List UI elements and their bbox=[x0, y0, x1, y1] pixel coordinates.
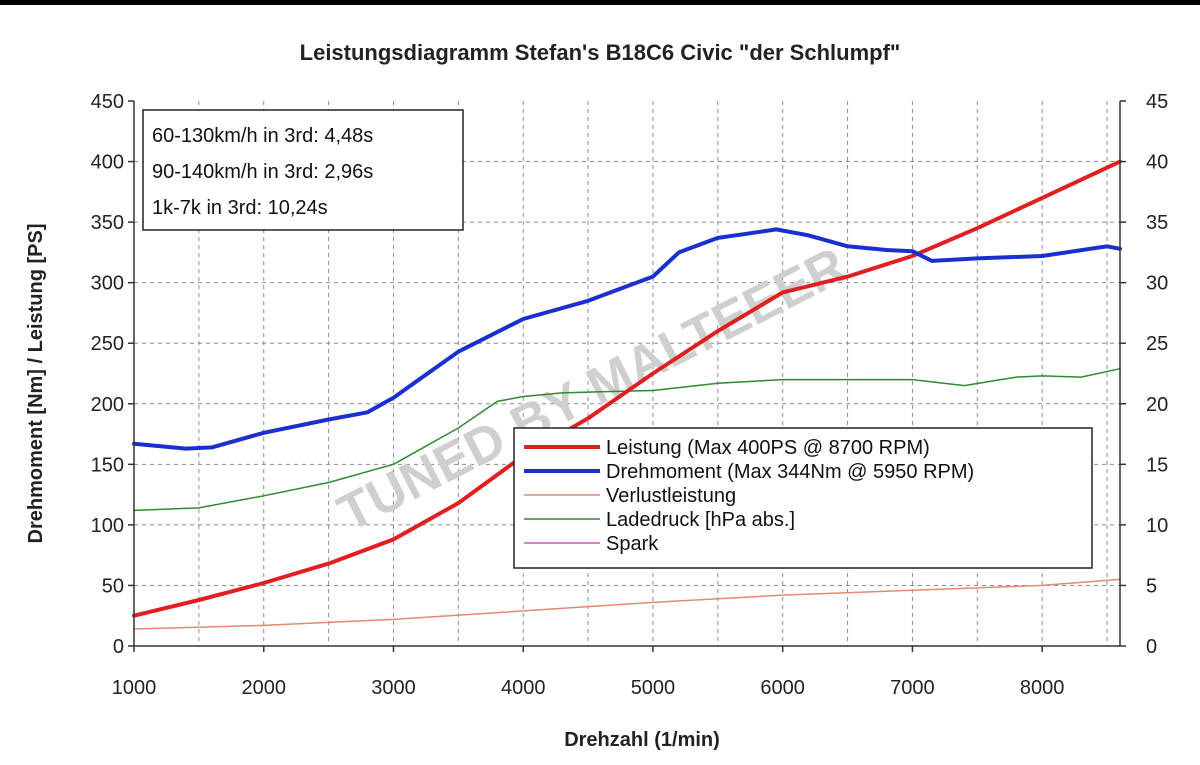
legend: Leistung (Max 400PS @ 8700 RPM)Drehmomen… bbox=[513, 427, 1093, 569]
y2-tick-label: 15 bbox=[1146, 454, 1168, 476]
annotation-line: 1k-7k in 3rd: 10,24s bbox=[152, 197, 328, 219]
y-tick-label: 0 bbox=[113, 636, 124, 658]
series-layer bbox=[132, 159, 1122, 630]
x-tick-label: 8000 bbox=[1020, 677, 1065, 699]
y-tick-label: 200 bbox=[91, 394, 124, 416]
x-tick-label: 5000 bbox=[631, 677, 676, 699]
y-axis-title: Drehmoment [Nm] / Leistung [PS] bbox=[25, 223, 47, 543]
x-tick-label: 6000 bbox=[760, 677, 805, 699]
legend-label: Ladedruck [hPa abs.] bbox=[606, 509, 795, 531]
y-tick-label: 150 bbox=[91, 454, 124, 476]
y2-tick-label: 45 bbox=[1146, 91, 1168, 113]
y2-tick-label: 5 bbox=[1146, 575, 1157, 597]
legend-label: Verlustleistung bbox=[606, 485, 736, 507]
tick-labels: 0 50 100 150 200 250 300 350 400 450 0 5 10 15 20 25 30 3… bbox=[91, 91, 1169, 699]
x-tick-label: 4000 bbox=[501, 677, 546, 699]
y2-tick-label: 0 bbox=[1146, 636, 1157, 658]
chart-title: Leistungsdiagramm Stefan's B18C6 Civic "… bbox=[299, 40, 901, 65]
x-tick-label: 3000 bbox=[371, 677, 416, 699]
legend-frame bbox=[513, 427, 1093, 569]
y-tick-label: 300 bbox=[91, 273, 124, 295]
series-line-1 bbox=[132, 227, 1122, 451]
y-tick-label: 100 bbox=[91, 515, 124, 537]
y-tick-label: 400 bbox=[91, 152, 124, 174]
plot-frame bbox=[133, 101, 1121, 647]
y2-tick-label: 35 bbox=[1146, 212, 1168, 234]
legend-label: Leistung (Max 400PS @ 8700 RPM) bbox=[606, 437, 930, 459]
annotation-frame bbox=[142, 109, 464, 231]
y2-tick-label: 10 bbox=[1146, 515, 1168, 537]
y-tick-label: 250 bbox=[91, 333, 124, 355]
annotation-line: 60-130km/h in 3rd: 4,48s bbox=[152, 125, 373, 147]
legend-label: Spark bbox=[606, 533, 659, 555]
y2-tick-label: 25 bbox=[1146, 333, 1168, 355]
y-tick-label: 350 bbox=[91, 212, 124, 234]
top-border bbox=[0, 0, 1200, 5]
annotation-box: 60-130km/h in 3rd: 4,48s 90-140km/h in 3r… bbox=[142, 109, 464, 231]
annotation-line: 90-140km/h in 3rd: 2,96s bbox=[152, 161, 373, 183]
y-tick-label: 450 bbox=[91, 91, 124, 113]
legend-label: Drehmoment (Max 344Nm @ 5950 RPM) bbox=[606, 461, 974, 483]
x-tick-label: 7000 bbox=[890, 677, 935, 699]
y2-tick-label: 30 bbox=[1146, 273, 1168, 295]
x-tick-label: 2000 bbox=[241, 677, 286, 699]
y2-tick-label: 20 bbox=[1146, 394, 1168, 416]
y-tick-label: 50 bbox=[102, 575, 124, 597]
x-axis-title: Drehzahl (1/min) bbox=[564, 729, 720, 751]
y2-tick-label: 40 bbox=[1146, 152, 1168, 174]
series-line-0 bbox=[132, 159, 1122, 618]
series-line-2 bbox=[133, 578, 1121, 630]
x-tick-label: 1000 bbox=[112, 677, 157, 699]
